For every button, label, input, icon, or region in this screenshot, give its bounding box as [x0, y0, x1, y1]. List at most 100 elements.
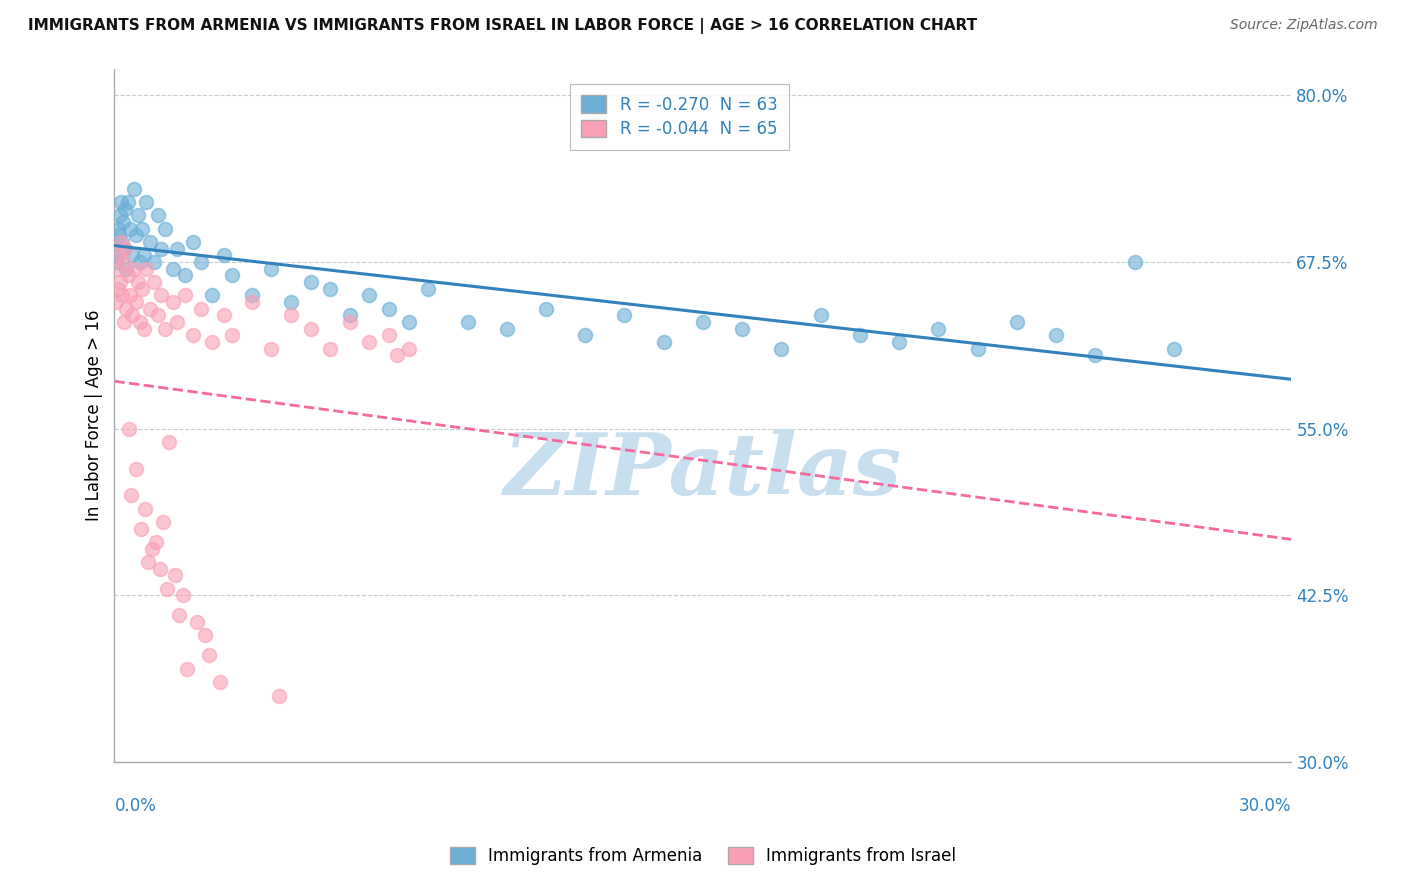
Point — [190, 255, 212, 269]
Point — [495, 321, 517, 335]
Text: Source: ZipAtlas.com: Source: ZipAtlas.com — [1230, 18, 1378, 32]
Point — [131, 282, 153, 296]
Point — [121, 308, 143, 322]
Point — [339, 308, 361, 322]
Point — [162, 261, 184, 276]
Point — [115, 261, 138, 276]
Point — [319, 342, 342, 356]
Point — [110, 194, 132, 209]
Point — [166, 242, 188, 256]
Point — [146, 208, 169, 222]
Point — [121, 248, 143, 262]
Point — [652, 334, 675, 349]
Point — [378, 301, 401, 316]
Point — [132, 248, 155, 262]
Point — [162, 295, 184, 310]
Point — [108, 248, 131, 262]
Point — [201, 334, 224, 349]
Point — [174, 288, 197, 302]
Point — [339, 315, 361, 329]
Point — [221, 328, 243, 343]
Point — [770, 342, 793, 356]
Point — [138, 235, 160, 249]
Point — [359, 334, 381, 349]
Point — [105, 255, 128, 269]
Point — [927, 321, 949, 335]
Point — [107, 248, 129, 262]
Point — [125, 461, 148, 475]
Point — [201, 288, 224, 302]
Point — [155, 221, 177, 235]
Point — [319, 282, 342, 296]
Point — [574, 328, 596, 343]
Point — [359, 288, 381, 302]
Y-axis label: In Labor Force | Age > 16: In Labor Force | Age > 16 — [86, 310, 103, 521]
Point — [157, 435, 180, 450]
Point — [138, 301, 160, 316]
Point — [194, 628, 217, 642]
Point — [181, 328, 204, 343]
Point — [120, 488, 142, 502]
Point — [134, 501, 156, 516]
Point — [129, 255, 152, 269]
Point — [108, 228, 131, 243]
Point — [107, 221, 129, 235]
Point — [112, 315, 135, 329]
Point — [190, 301, 212, 316]
Point — [145, 535, 167, 549]
Point — [122, 261, 145, 276]
Point — [299, 275, 322, 289]
Point — [142, 255, 165, 269]
Point — [221, 268, 243, 283]
Point — [378, 328, 401, 343]
Point — [118, 422, 141, 436]
Point — [135, 261, 157, 276]
Point — [142, 275, 165, 289]
Point — [260, 342, 283, 356]
Point — [165, 568, 187, 582]
Point — [129, 522, 152, 536]
Point — [117, 268, 139, 283]
Point — [887, 334, 910, 349]
Point — [240, 295, 263, 310]
Point — [135, 194, 157, 209]
Point — [146, 308, 169, 322]
Point — [280, 295, 302, 310]
Legend: R = -0.270  N = 63, R = -0.044  N = 65: R = -0.270 N = 63, R = -0.044 N = 65 — [569, 84, 789, 150]
Point — [260, 261, 283, 276]
Point — [111, 235, 134, 249]
Point — [181, 235, 204, 249]
Point — [107, 282, 129, 296]
Point — [692, 315, 714, 329]
Text: ZIPatlas: ZIPatlas — [503, 429, 903, 513]
Point — [112, 242, 135, 256]
Point — [214, 308, 236, 322]
Point — [132, 321, 155, 335]
Point — [1123, 255, 1146, 269]
Point — [240, 288, 263, 302]
Point — [110, 235, 132, 249]
Point — [534, 301, 557, 316]
Point — [172, 589, 194, 603]
Point — [114, 202, 136, 216]
Point — [150, 288, 173, 302]
Text: 0.0%: 0.0% — [114, 797, 156, 815]
Point — [167, 608, 190, 623]
Point — [613, 308, 636, 322]
Point — [174, 268, 197, 283]
Point — [129, 315, 152, 329]
Point — [120, 288, 142, 302]
Point — [127, 275, 149, 289]
Point — [731, 321, 754, 335]
Point — [150, 242, 173, 256]
Point — [117, 194, 139, 209]
Point — [457, 315, 479, 329]
Point — [115, 301, 138, 316]
Point — [155, 321, 177, 335]
Point — [136, 555, 159, 569]
Point — [398, 342, 420, 356]
Point — [1045, 328, 1067, 343]
Point — [112, 215, 135, 229]
Point — [125, 295, 148, 310]
Point — [1163, 342, 1185, 356]
